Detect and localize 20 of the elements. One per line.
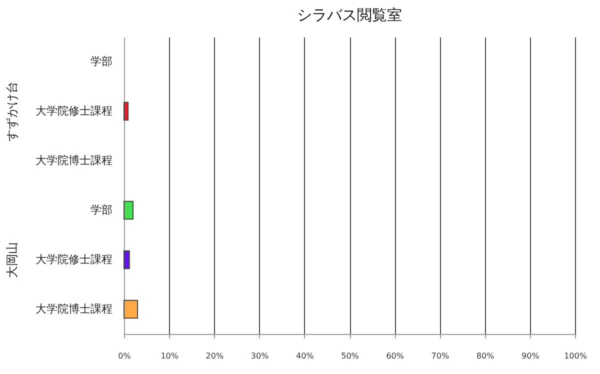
x-tick-label: 70%	[431, 352, 450, 360]
x-tick-label: 0%	[118, 352, 132, 360]
x-tick-label: 100%	[564, 352, 588, 360]
y-tick-label: 学部	[90, 54, 112, 68]
x-tick-label: 80%	[476, 352, 495, 360]
x-tick-label: 30%	[250, 352, 270, 360]
x-tick-label: 60%	[386, 352, 404, 360]
y-tick-label: 大学院博士課程	[36, 154, 112, 167]
text: すずかけ台	[5, 81, 19, 142]
x-tick-label: 90%	[522, 352, 540, 360]
x-tick-label: 40%	[296, 352, 314, 360]
text: 大岡山	[5, 242, 19, 278]
x-tick-label: 50%	[341, 352, 360, 360]
x-tick-label: 10%	[160, 352, 179, 360]
y-tick-label: 学部	[90, 203, 112, 216]
y-tick-label: 大学院博士課程	[36, 302, 112, 316]
y-tick-label: 大学院修士課程	[36, 252, 112, 266]
y-tick-label: 大学院修士課程	[36, 104, 112, 118]
chart-title: シラバス閲覧室	[297, 6, 402, 24]
x-tick-label: 20%	[206, 352, 224, 360]
